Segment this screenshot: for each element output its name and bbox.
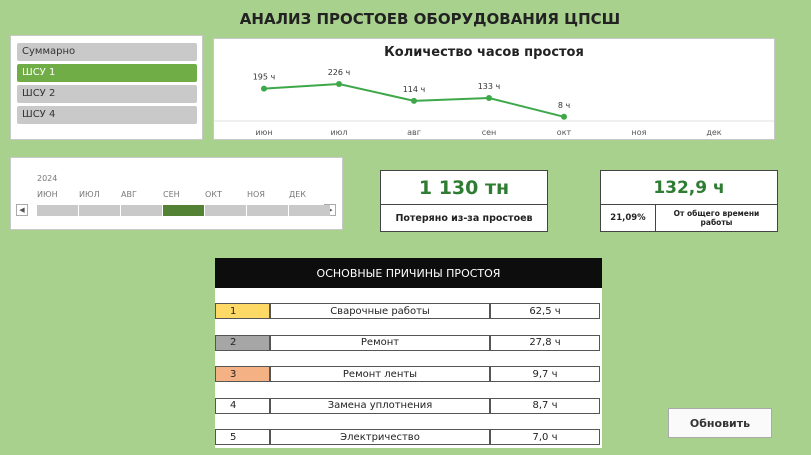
data-label: 133 ч bbox=[478, 82, 501, 91]
point bbox=[336, 81, 342, 87]
slicer-item[interactable]: ШСУ 4 bbox=[17, 106, 197, 124]
point bbox=[561, 113, 567, 120]
reason-cell: Ремонт ленты bbox=[270, 366, 490, 382]
chart-panel: Количество часов простоя июн июл авг сен окт… bbox=[213, 38, 775, 140]
kpi-value: 132,9 ч bbox=[601, 171, 777, 205]
reason-cell: Ремонт bbox=[270, 334, 490, 351]
reason-cell: Замена уплотнения bbox=[270, 397, 490, 414]
x-tick-label: дек bbox=[706, 128, 721, 137]
rank-cell: 4 bbox=[215, 397, 270, 414]
kpi-hours: 132,9 ч 21,09% От общего времени работы bbox=[600, 170, 778, 232]
point bbox=[486, 94, 492, 101]
timeline-month: ИЮН bbox=[37, 190, 58, 199]
slicer: Суммарно ШСУ 1 ШСУ 2 ШСУ 4 bbox=[10, 35, 203, 140]
page-title: АНАЛИЗ ПРОСТОЕВ ОБОРУДОВАНИЯ ЦПСШ bbox=[239, 10, 621, 28]
slicer-item[interactable]: ШСУ 2 bbox=[17, 85, 197, 103]
timeline-year: 2024 bbox=[37, 174, 58, 183]
reasons-table: ОСНОВНЫЕ ПРИЧИНЫ ПРОСТОЯ 1 Сварочные рабо… bbox=[215, 258, 602, 448]
timeline-month: ИЮЛ bbox=[79, 190, 100, 199]
timeline-month: СЕН bbox=[163, 190, 180, 199]
point bbox=[411, 97, 417, 104]
rank-cell: 2 bbox=[215, 334, 270, 351]
timeline-cell[interactable] bbox=[163, 205, 204, 216]
x-tick-label: окт bbox=[557, 128, 572, 137]
slicer-item[interactable]: ШСУ 1 bbox=[17, 64, 197, 82]
rank-cell: 5 bbox=[215, 429, 270, 445]
timeline-cell[interactable] bbox=[79, 205, 120, 216]
hours-cell: 8,7 ч bbox=[490, 397, 600, 414]
x-tick-label: авг bbox=[407, 128, 421, 137]
hours-cell: 7,0 ч bbox=[490, 429, 600, 445]
reason-cell: Сварочные работы bbox=[270, 303, 490, 319]
scroll-left[interactable]: ◀ bbox=[16, 204, 28, 216]
hours-cell: 27,8 ч bbox=[490, 334, 600, 351]
timeline-cell[interactable] bbox=[247, 205, 288, 216]
timeline-cell[interactable] bbox=[37, 205, 78, 216]
timeline-month: ОКТ bbox=[205, 190, 222, 199]
rank-cell: 3 bbox=[215, 366, 270, 382]
x-tick-label: июл bbox=[330, 128, 347, 137]
x-tick-label: ноя bbox=[632, 128, 647, 137]
hours-cell: 62,5 ч bbox=[490, 303, 600, 319]
kpi-caption: От общего времени работы bbox=[673, 209, 760, 227]
timeline-month: АВГ bbox=[121, 190, 137, 199]
kpi-share: 21,09% bbox=[601, 205, 656, 231]
point bbox=[261, 85, 267, 92]
chart-title: Количество часов простоя bbox=[384, 45, 584, 60]
timeline-month: НОЯ bbox=[247, 190, 265, 199]
timeline-month: ДЕК bbox=[289, 190, 306, 199]
slicer-item[interactable]: Суммарно bbox=[17, 43, 197, 61]
timeline-cell[interactable] bbox=[289, 205, 330, 216]
data-label: 114 ч bbox=[403, 85, 426, 94]
data-label: 8 ч bbox=[558, 101, 570, 110]
timeline-cell[interactable] bbox=[121, 205, 162, 216]
x-tick-label: июн bbox=[255, 128, 272, 137]
chart: Количество часов простоя июн июл авг сен окт… bbox=[214, 45, 774, 137]
kpi-lost: 1 130 тн Потеряно из-за простоев bbox=[380, 170, 548, 232]
refresh-button[interactable]: Обновить bbox=[668, 408, 772, 438]
timeline-cell[interactable] bbox=[205, 205, 246, 216]
reason-cell: Электричество bbox=[270, 429, 490, 445]
rank-cell: 1 bbox=[215, 303, 270, 319]
x-tick-label: сен bbox=[482, 128, 497, 137]
hours-cell: 9,7 ч bbox=[490, 366, 600, 382]
kpi-value: 1 130 тн bbox=[381, 171, 547, 205]
data-label: 195 ч bbox=[253, 73, 276, 82]
table-header: ОСНОВНЫЕ ПРИЧИНЫ ПРОСТОЯ bbox=[215, 258, 602, 288]
kpi-caption: Потеряно из-за простоев bbox=[395, 212, 533, 224]
data-label: 226 ч bbox=[328, 68, 351, 77]
